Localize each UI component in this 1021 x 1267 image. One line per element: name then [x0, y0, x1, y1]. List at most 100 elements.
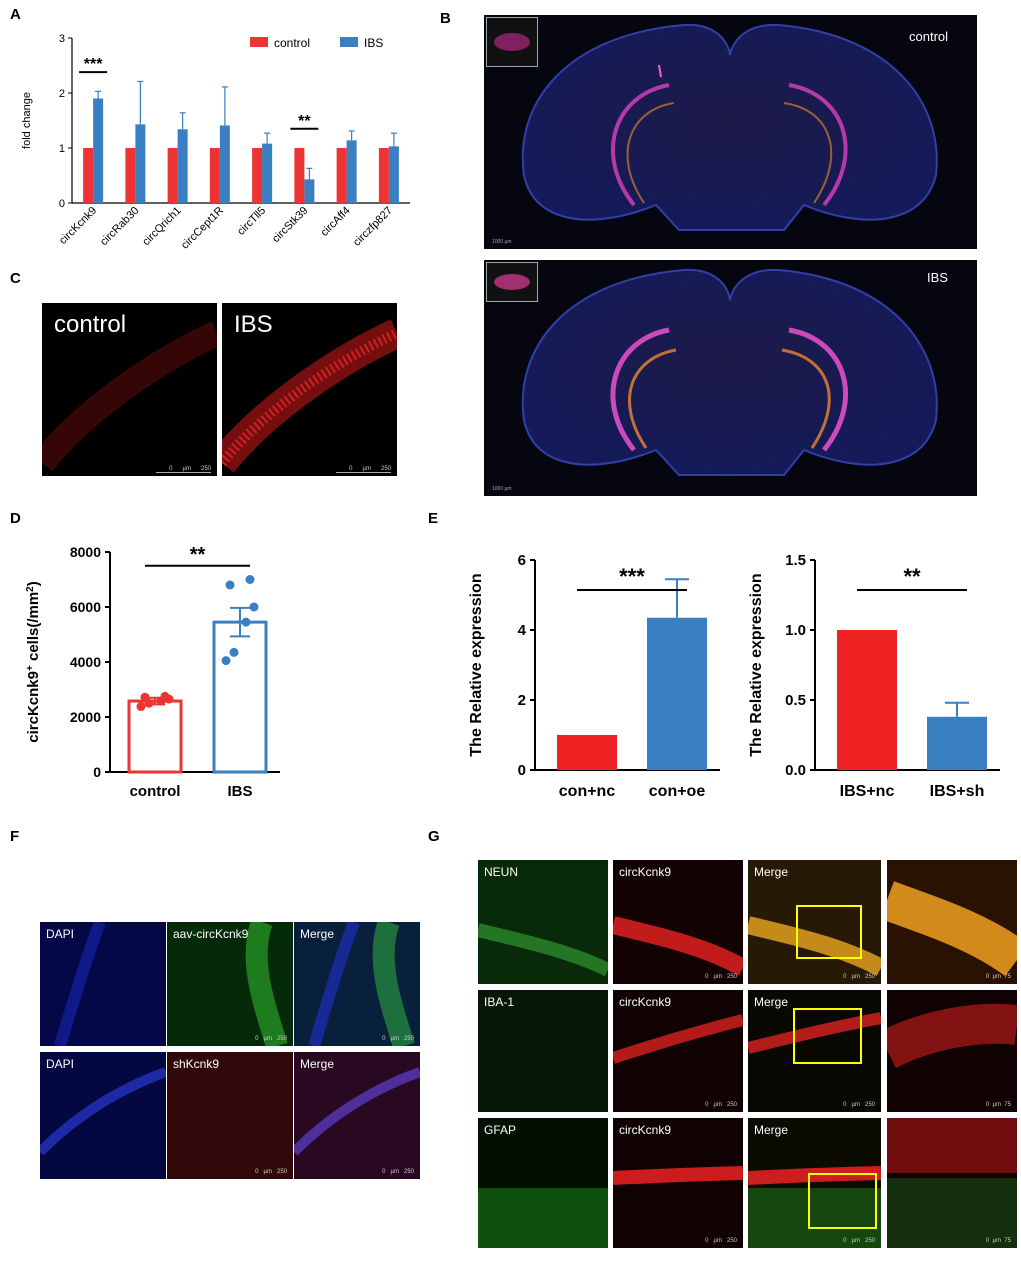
bar-control [294, 148, 305, 203]
x-tick-label: circStk39 [270, 205, 310, 245]
data-point [136, 702, 146, 712]
g-tile-label: NEUN [484, 865, 519, 879]
bar-ibs [346, 140, 357, 203]
bar-control [127, 699, 183, 774]
y-tick-label: 1.5 [785, 552, 806, 569]
brain-ibs-scale: 1000 µm [492, 486, 512, 492]
brain-ibs-label: IBS [927, 270, 948, 285]
fish-control-label: control [54, 311, 127, 338]
panel-letter-e: E [428, 510, 439, 527]
f-tile-merge-2: Merge 0 µm 250 [294, 1052, 420, 1179]
y-axis-title: fold change [21, 92, 33, 149]
bar-control [378, 148, 389, 203]
fish-ibs-stain [222, 319, 397, 473]
significance-stars: *** [84, 56, 103, 73]
y-tick-label: 2000 [70, 709, 101, 725]
data-point [160, 691, 170, 701]
g-zoom-box [793, 1008, 862, 1064]
f-tile-scalebar: 0 µm 250 [382, 1036, 414, 1042]
f-tile-dapi-1: DAPI [40, 922, 166, 1046]
bar-control [125, 148, 136, 203]
x-tick-label: circTll5 [235, 205, 268, 238]
f-tile-label: DAPI [46, 927, 75, 941]
significance-stars: *** [619, 564, 645, 589]
brain-section-ibs: IBS 1000 µm [484, 260, 977, 496]
bar-ibs [177, 129, 188, 203]
bar-control [209, 148, 220, 203]
chart-e1-overexpression: 0 2 4 6 The Relative expression con+nc con+oe *… [468, 552, 720, 800]
data-point [140, 692, 150, 702]
g-zoom-tile-2: 0 µm 75 [887, 990, 1017, 1112]
bar-ibs [304, 179, 315, 203]
bar-ibs [219, 125, 230, 203]
fish-image-control: control 0 µm 250 [42, 303, 217, 476]
data-point [245, 575, 255, 584]
fish-ibs-scalebar: 0 µm 250 [336, 466, 391, 473]
x-tick-label: circAff4 [318, 205, 352, 239]
chart-e2-knockdown: 0.0 0.5 1.0 1.5 The Relative expression IBS+n… [748, 552, 1000, 800]
legend: control IBS [250, 36, 383, 50]
y-tick-label: 4000 [70, 654, 101, 670]
g-tile-label: Merge [754, 865, 789, 879]
fish-image-ibs: IBS 0 µm 250 [222, 303, 397, 476]
g-zoom-tile-1: 0 µm 75 [887, 860, 1017, 984]
f-tile-label: shKcnk9 [173, 1057, 220, 1071]
f-tile-scalebar: 0 µm 250 [255, 1169, 287, 1175]
g-circkcnk9-tile-2: circKcnk9 0 µm 250 [613, 990, 743, 1112]
fish-control-scalebar: 0 µm 250 [156, 466, 211, 473]
y-tick-label: 4 [518, 622, 527, 639]
chart-d-cell-density: 0 2000 4000 6000 8000 circKcnk9+ cells(/mm2) c… [25, 544, 280, 800]
significance-stars: ** [190, 544, 206, 566]
y-tick-label: 0 [93, 764, 101, 780]
brain-section-control: control 1000 µm [484, 15, 977, 249]
significance-stars: ** [298, 113, 311, 130]
data-point [249, 602, 259, 612]
brain-ibs-thumbnail [486, 262, 538, 302]
g-tile-scalebar: 0 µm 250 [843, 1238, 875, 1244]
brain-control-image [521, 23, 938, 231]
panel-letter-f: F [10, 828, 20, 845]
fish-control-stain [42, 321, 217, 472]
bar-control [252, 148, 263, 203]
g-iba1-tile: IBA-1 [478, 990, 608, 1112]
f-tile-shkcnk9: shKcnk9 0 µm 250 [167, 1052, 293, 1179]
y-tick-label: 0.0 [785, 762, 806, 779]
f-tile-label: Merge [300, 1057, 335, 1071]
g-tile-label: Merge [754, 1123, 789, 1137]
g-merge-tile-2: Merge 0 µm 250 [748, 990, 881, 1112]
y-tick-label: 0 [59, 198, 65, 210]
brain-control-thumbnail [486, 17, 538, 67]
y-axis-title: The Relative expression [468, 573, 485, 756]
panel-letter-c: C [10, 270, 21, 287]
g-tile-scalebar: 0 µm 250 [843, 1102, 875, 1108]
y-tick-label: 2 [518, 692, 526, 709]
f-tile-merge-1: Merge 0 µm 250 [294, 922, 420, 1046]
x-tick-label: con+nc [559, 783, 616, 800]
g-zoom-box [808, 1173, 877, 1229]
panel-letter-b: B [440, 10, 451, 27]
panel-letter-a: A [10, 6, 21, 23]
significance-stars: ** [903, 564, 921, 589]
g-circkcnk9-tile-3: circKcnk9 0 µm 250 [613, 1118, 743, 1248]
y-tick-label: 8000 [70, 544, 101, 560]
data-point [229, 647, 239, 657]
bar-ibs [212, 620, 268, 774]
bar-ibs [388, 146, 399, 203]
bar-ibs [93, 98, 104, 203]
g-tile-label: Merge [754, 995, 789, 1009]
g-tile-scalebar: 0 µm 250 [705, 1102, 737, 1108]
data-point [241, 617, 251, 627]
f-tile-aav: aav-circKcnk9 0 µm 250 [167, 922, 293, 1046]
y-tick-label: 6 [518, 552, 526, 569]
x-tick-label: circKcnk9 [57, 205, 99, 247]
brain-control-label: control [909, 29, 949, 44]
bar-ibs-nc [837, 630, 897, 770]
g-tile-label: circKcnk9 [619, 1123, 672, 1137]
g-zoom-scalebar: 0 µm 75 [985, 1102, 1011, 1108]
x-tick-label: circRab30 [98, 205, 142, 249]
y-tick-label: 1 [59, 143, 65, 155]
data-point [225, 580, 235, 590]
legend-swatch [340, 37, 358, 47]
bar-con-oe [647, 617, 707, 770]
bar-control [167, 148, 178, 203]
